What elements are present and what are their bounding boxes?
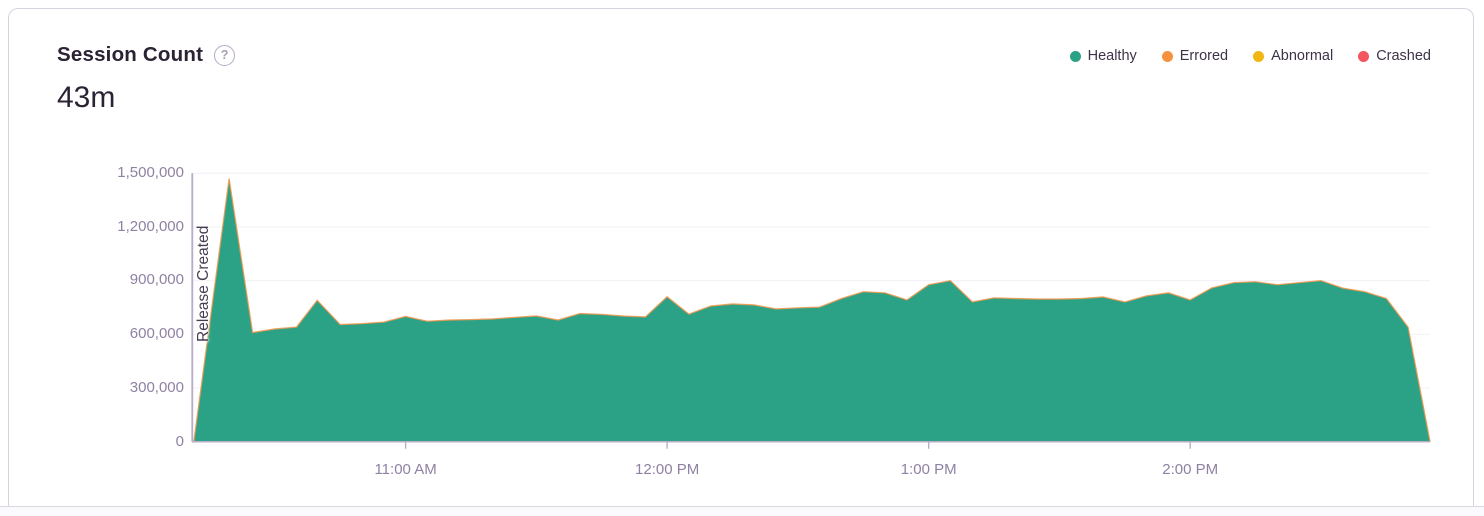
healthy-area[interactable] (193, 178, 1431, 442)
panel-title: Session Count (57, 43, 204, 66)
legend-item-abnormal[interactable]: Abnormal (1253, 48, 1333, 64)
x-tick-label: 1:00 PM (900, 461, 957, 478)
x-tick-label: 11:00 AM (374, 461, 437, 478)
legend-item-errored[interactable]: Errored (1161, 48, 1229, 64)
next-panel-edge (0, 506, 1484, 516)
y-tick-label: 900,000 (129, 271, 184, 289)
legend-label: Crashed (1376, 48, 1431, 64)
y-tick-label: 1,200,000 (117, 217, 184, 235)
legend-label: Healthy (1087, 48, 1137, 64)
session-count-chart[interactable] (191, 172, 1431, 449)
release-created-label: Release Created (195, 225, 212, 342)
help-icon[interactable]: ? (214, 44, 236, 66)
legend-item-healthy[interactable]: Healthy (1069, 48, 1137, 64)
legend-item-crashed[interactable]: Crashed (1358, 48, 1431, 64)
legend-label: Errored (1179, 48, 1229, 64)
y-tick-label: 600,000 (129, 325, 184, 343)
y-tick-label: 1,500,000 (117, 164, 184, 181)
abnormal-dot-icon (1253, 50, 1265, 62)
x-tick-label: 2:00 PM (1162, 461, 1219, 478)
session-count-panel: Session Count ? 43m Healthy Errored Abnorm… (8, 8, 1474, 506)
session-total-value: 43m (57, 81, 116, 114)
legend-label: Abnormal (1271, 48, 1334, 64)
healthy-dot-icon (1069, 50, 1081, 62)
errored-dot-icon (1161, 50, 1173, 62)
panel-header: Session Count ? (57, 43, 236, 67)
errored-top-edge (193, 178, 1431, 442)
x-tick-label: 12:00 PM (635, 461, 700, 478)
y-tick-label: 0 (175, 432, 184, 450)
y-tick-label: 300,000 (129, 378, 184, 396)
chart-legend: Healthy Errored Abnormal Crashed (1069, 48, 1431, 64)
crashed-dot-icon (1358, 50, 1370, 62)
